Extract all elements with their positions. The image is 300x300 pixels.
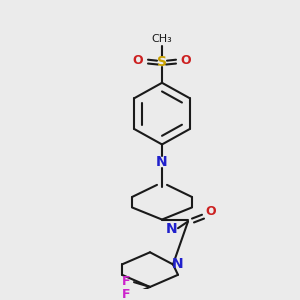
- Text: S: S: [157, 55, 167, 69]
- Text: N: N: [166, 222, 178, 236]
- Text: O: O: [181, 54, 191, 67]
- Text: CH₃: CH₃: [152, 34, 172, 44]
- Text: F: F: [122, 288, 130, 300]
- Text: O: O: [133, 54, 143, 67]
- Text: F: F: [122, 275, 130, 288]
- Text: N: N: [156, 155, 168, 169]
- Text: N: N: [172, 257, 184, 272]
- Text: O: O: [206, 205, 216, 218]
